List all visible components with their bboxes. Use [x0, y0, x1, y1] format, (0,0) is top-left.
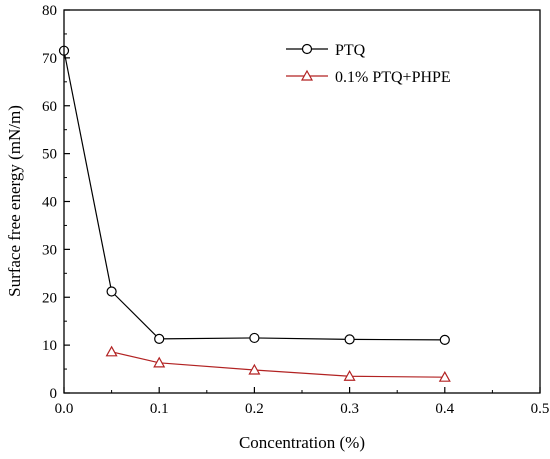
data-point: [248, 363, 261, 375]
x-axis-label: Concentration (%): [239, 433, 365, 452]
data-point: [249, 332, 260, 344]
data-point: [105, 345, 118, 357]
axis-ticks: 0.0 0.1 0.2 0.3 0.4 0.5 0 10 20 30 40 50 60 70 80: [42, 3, 549, 417]
legend-marker-ptq: [301, 43, 313, 55]
y-tick-label: 40: [42, 195, 57, 211]
data-point: [153, 356, 166, 368]
x-tick-label: 0.3: [340, 401, 359, 417]
y-tick-label: 80: [42, 3, 57, 19]
x-tick-label: 0.4: [435, 401, 454, 417]
legend-label-ptq-phpe: 0.1% PTQ+PHPE: [335, 69, 451, 86]
legend-marker-ptq-phpe: [300, 69, 314, 81]
data-point: [343, 370, 356, 381]
y-tick-label: 70: [42, 51, 57, 67]
data-point: [344, 334, 355, 345]
series-line-0: [63, 50, 445, 341]
y-axis-label: Surface free energy (mN/m): [5, 105, 24, 297]
data-point: [106, 286, 117, 297]
x-tick-label: 0.0: [55, 401, 74, 417]
legend-label-ptq: PTQ: [335, 42, 366, 59]
data-point: [439, 334, 450, 345]
x-tick-label: 0.5: [531, 401, 550, 417]
y-tick-label: 10: [42, 338, 57, 354]
plot-frame: [63, 9, 541, 394]
x-tick-label: 0.1: [150, 401, 169, 417]
legend: PTQ 0.1% PTQ+PHPE: [286, 42, 451, 86]
plot-marks: [58, 45, 451, 382]
data-point: [154, 333, 165, 345]
x-tick-label: 0.2: [245, 401, 264, 417]
y-tick-label: 0: [50, 386, 58, 402]
data-point: [438, 370, 451, 382]
y-tick-label: 50: [42, 147, 57, 163]
y-tick-label: 20: [42, 290, 57, 306]
y-tick-label: 60: [42, 99, 57, 115]
y-tick-label: 30: [42, 242, 57, 258]
